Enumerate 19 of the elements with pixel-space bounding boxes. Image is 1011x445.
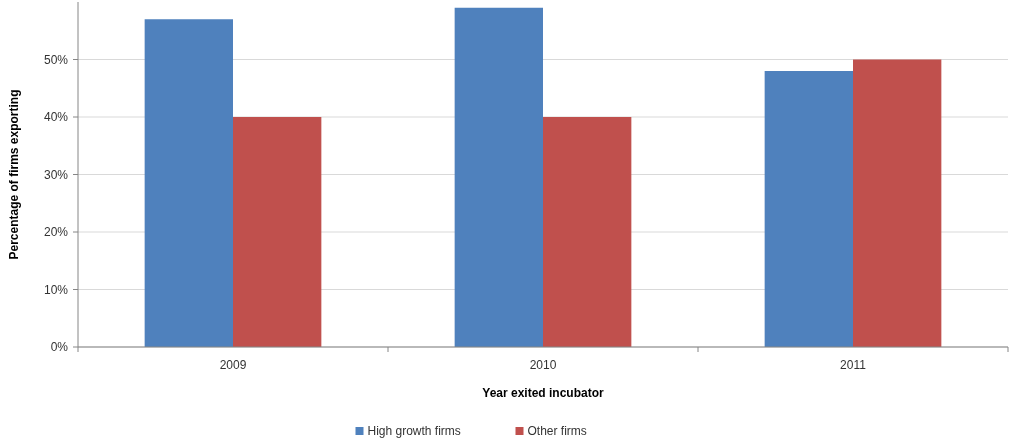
legend-label: Other firms <box>527 424 587 438</box>
y-axis-title: Percentage of firms exporting <box>7 89 21 260</box>
bar <box>853 59 942 347</box>
y-tick-label: 30% <box>43 167 69 182</box>
bar <box>144 19 233 347</box>
x-tick-label: 2011 <box>840 358 867 372</box>
bar <box>543 117 632 347</box>
y-tick-label: 40% <box>43 110 69 125</box>
y-tick-label: 50% <box>43 52 69 67</box>
x-tick-label: 2009 <box>219 358 247 372</box>
x-tick-label: 2010 <box>529 358 557 372</box>
legend-label: High growth firms <box>367 424 461 438</box>
bar <box>454 7 543 347</box>
y-tick-label: 0% <box>50 340 69 355</box>
bar <box>233 117 322 347</box>
bar <box>764 71 853 347</box>
y-tick-label: 20% <box>43 225 69 240</box>
y-tick-label: 10% <box>43 282 69 297</box>
x-axis-title: Year exited incubator <box>482 386 605 400</box>
